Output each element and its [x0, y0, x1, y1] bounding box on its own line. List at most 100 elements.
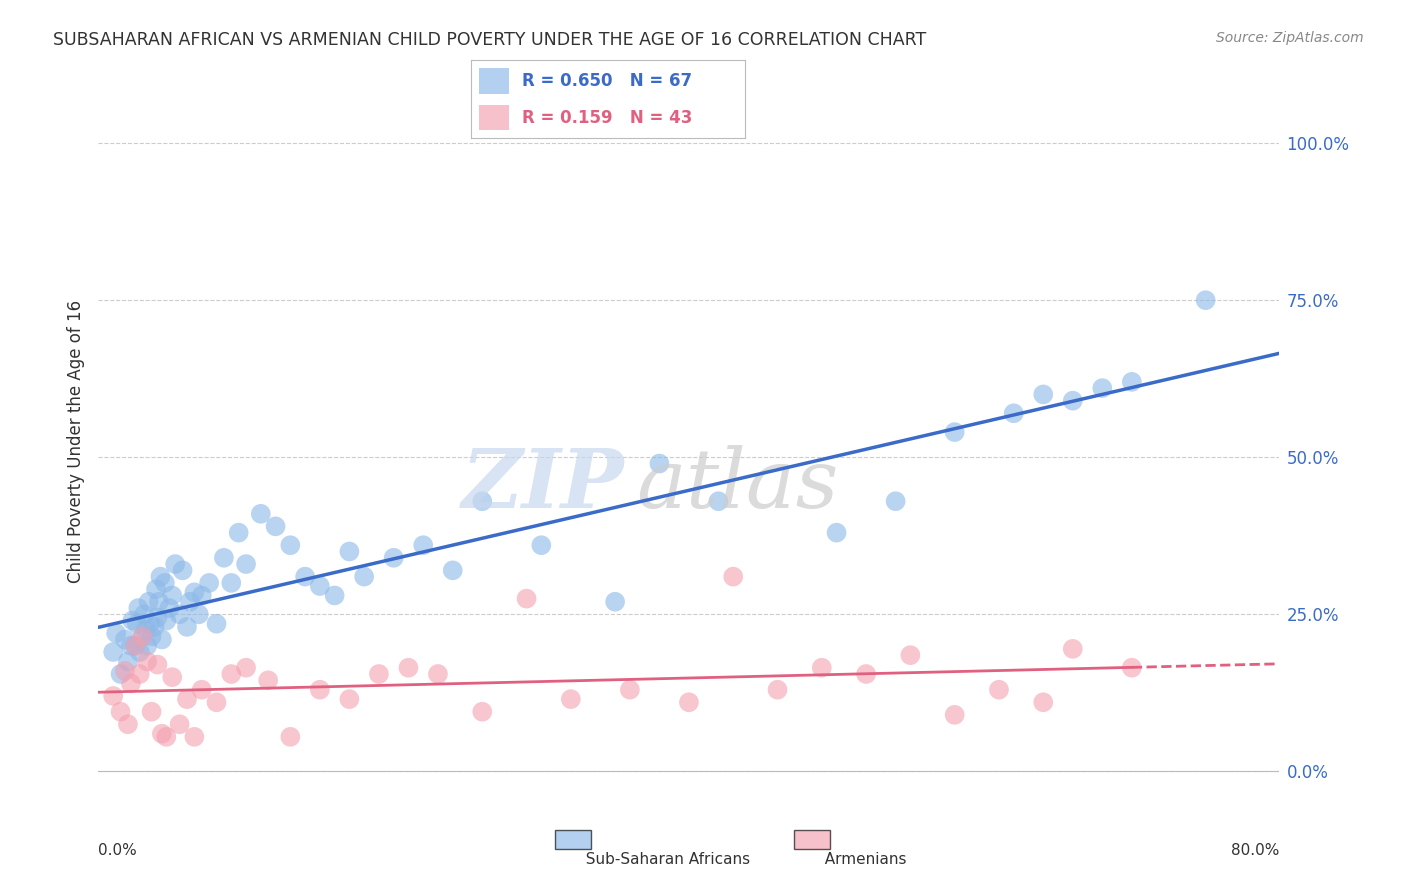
Point — [1121, 375, 1143, 389]
Point — [309, 682, 332, 697]
Point — [250, 507, 273, 521]
Point — [560, 692, 582, 706]
Point — [605, 595, 627, 609]
Point — [723, 569, 745, 583]
Text: SUBSAHARAN AFRICAN VS ARMENIAN CHILD POVERTY UNDER THE AGE OF 16 CORRELATION CHA: SUBSAHARAN AFRICAN VS ARMENIAN CHILD POV… — [53, 31, 927, 49]
Text: atlas: atlas — [636, 445, 838, 524]
Point — [205, 695, 228, 709]
Point — [855, 667, 877, 681]
Text: R = 0.159   N = 43: R = 0.159 N = 43 — [522, 109, 692, 127]
Point — [471, 705, 494, 719]
Point — [183, 585, 205, 599]
Point — [1032, 695, 1054, 709]
Point — [150, 632, 173, 647]
Point — [766, 682, 789, 697]
Point — [280, 730, 302, 744]
Point — [114, 632, 136, 647]
Point — [294, 569, 316, 583]
Text: R = 0.650   N = 67: R = 0.650 N = 67 — [522, 72, 692, 90]
Point — [191, 589, 214, 603]
Point — [441, 563, 464, 577]
Point — [176, 692, 198, 706]
Point — [183, 730, 205, 744]
Point — [339, 692, 361, 706]
Point — [648, 457, 671, 471]
Point — [169, 717, 191, 731]
Point — [172, 563, 194, 577]
Point — [707, 494, 730, 508]
Bar — [479, 105, 509, 130]
Point — [176, 620, 198, 634]
Point — [169, 607, 191, 622]
Point — [125, 616, 148, 631]
Point — [121, 614, 143, 628]
Point — [148, 595, 170, 609]
Point — [134, 607, 156, 622]
Text: Sub-Saharan Africans: Sub-Saharan Africans — [576, 852, 751, 867]
Point — [146, 657, 169, 672]
Y-axis label: Child Poverty Under the Age of 16: Child Poverty Under the Age of 16 — [66, 300, 84, 583]
Point — [678, 695, 700, 709]
Point — [412, 538, 434, 552]
Point — [110, 667, 132, 681]
Point — [145, 582, 167, 597]
Point — [136, 639, 159, 653]
Point — [179, 595, 201, 609]
Point — [141, 629, 163, 643]
Point — [212, 550, 235, 565]
Point — [165, 557, 187, 571]
Point — [117, 655, 139, 669]
Point — [471, 494, 494, 508]
Point — [1062, 641, 1084, 656]
Point — [198, 575, 221, 590]
Point — [235, 661, 257, 675]
Point — [149, 569, 172, 583]
Point — [155, 614, 177, 628]
Point — [1195, 293, 1218, 308]
Point — [221, 575, 243, 590]
Text: ZIP: ZIP — [461, 445, 624, 524]
Text: Source: ZipAtlas.com: Source: ZipAtlas.com — [1216, 31, 1364, 45]
Point — [943, 425, 966, 439]
Point — [110, 705, 132, 719]
Point — [323, 589, 346, 603]
Point — [128, 645, 150, 659]
Point — [105, 626, 128, 640]
Point — [530, 538, 553, 552]
Point — [103, 645, 125, 659]
Point — [146, 610, 169, 624]
Point — [1032, 387, 1054, 401]
Point — [138, 595, 160, 609]
Point — [900, 648, 922, 662]
Point — [135, 623, 157, 637]
Point — [825, 525, 848, 540]
Point — [103, 689, 125, 703]
Point — [427, 667, 450, 681]
Point — [810, 661, 832, 675]
Point — [141, 705, 163, 719]
Point — [280, 538, 302, 552]
Point — [150, 727, 173, 741]
Text: Armenians: Armenians — [815, 852, 907, 867]
Point — [157, 601, 180, 615]
Point — [1002, 406, 1025, 420]
Point — [1121, 661, 1143, 675]
Point — [228, 525, 250, 540]
Point — [264, 519, 287, 533]
Point — [398, 661, 420, 675]
Point — [120, 639, 142, 653]
Bar — [479, 69, 509, 94]
Text: 0.0%: 0.0% — [98, 843, 138, 858]
Point — [155, 730, 177, 744]
Point — [309, 579, 332, 593]
Text: 80.0%: 80.0% — [1232, 843, 1279, 858]
Point — [124, 639, 146, 653]
Point — [235, 557, 257, 571]
Point — [988, 682, 1011, 697]
Point — [257, 673, 280, 688]
Point — [114, 664, 136, 678]
Point — [943, 707, 966, 722]
Point — [191, 682, 214, 697]
Point — [382, 550, 405, 565]
Point — [368, 667, 391, 681]
